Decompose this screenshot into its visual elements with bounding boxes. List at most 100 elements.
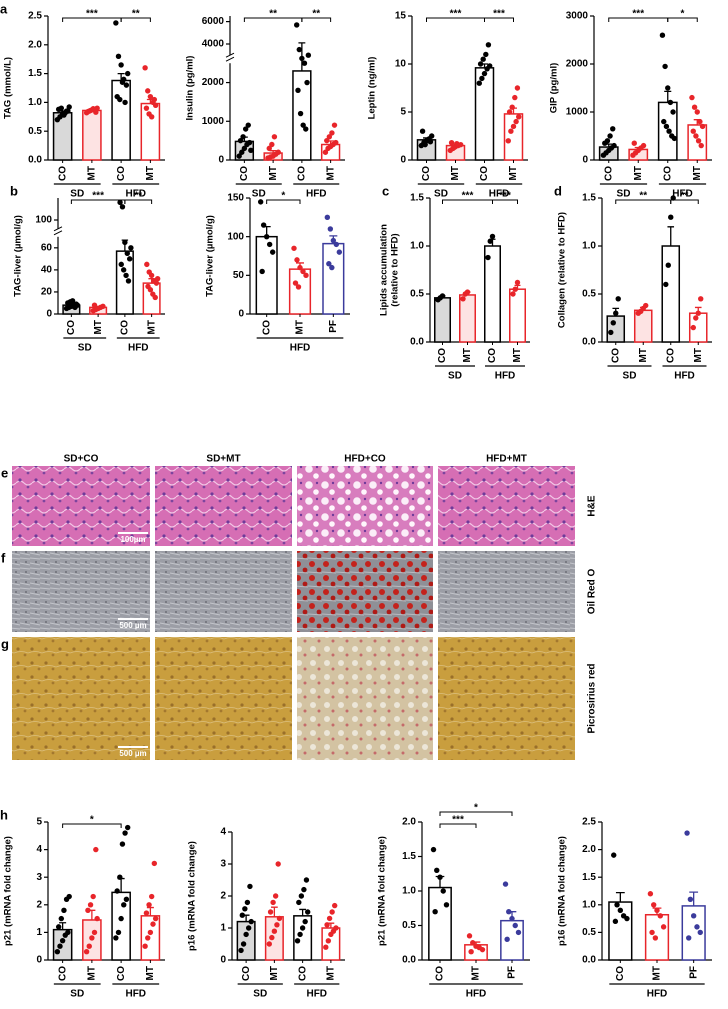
micrograph [438, 551, 575, 632]
data-point [515, 929, 522, 936]
y-tick-label: 0.0 [410, 337, 424, 348]
micrograph [155, 637, 292, 760]
error-bar [689, 891, 699, 906]
significance-label: *** [450, 9, 462, 20]
error-bar [667, 226, 675, 246]
data-point [667, 99, 674, 106]
data-point [297, 110, 304, 117]
data-point [329, 264, 335, 271]
y-tick-label: 5 [36, 817, 42, 828]
data-point [506, 109, 513, 115]
data-point [698, 296, 704, 302]
data-point [661, 118, 667, 125]
x-tick-label: CO [610, 348, 621, 363]
data-point [303, 877, 310, 883]
bar [459, 294, 476, 343]
data-point [322, 149, 329, 155]
x-tick-label: MT [325, 166, 336, 180]
significance-bracket [120, 17, 151, 22]
significance-label: ** [312, 9, 320, 20]
data-point [66, 104, 72, 110]
data-point [115, 929, 122, 936]
data-point [240, 134, 246, 140]
data-point [326, 915, 333, 922]
y-tick-label: 4 [36, 844, 42, 855]
panel-label: h [0, 807, 8, 822]
micrograph [155, 466, 292, 546]
x-tick-label: MT [512, 348, 523, 362]
data-point [298, 893, 305, 899]
group-label: SD [252, 189, 266, 200]
data-point [427, 139, 434, 145]
y-tick-label: 0 [582, 155, 588, 166]
data-point [509, 104, 515, 110]
x-tick-label: CO [487, 348, 498, 363]
data-point [698, 142, 704, 149]
data-point [662, 63, 668, 70]
data-point [152, 294, 158, 301]
bar [82, 109, 102, 161]
group-label: HFD [489, 189, 510, 200]
y-tick-label: 0.5 [402, 920, 416, 931]
data-point [487, 238, 493, 244]
panel-label: g [1, 636, 9, 651]
data-point [657, 913, 663, 919]
data-point [325, 938, 332, 944]
data-point [324, 214, 331, 221]
significance-label: *** [462, 191, 474, 202]
data-point [660, 924, 667, 930]
significance-label: * [90, 815, 94, 826]
stain-label: H&E [587, 495, 598, 516]
data-point [649, 929, 655, 936]
data-point [125, 70, 131, 77]
data-point [671, 135, 678, 142]
panel-label: c [382, 183, 389, 198]
data-point [299, 925, 306, 931]
data-point [145, 88, 151, 94]
data-point [57, 943, 63, 949]
y-axis-label: Leptin (ng/ml) [367, 57, 378, 120]
data-point [480, 56, 486, 62]
data-point [142, 943, 148, 949]
x-tick-label: CO [116, 166, 127, 181]
data-point [443, 902, 450, 908]
error-bar [270, 906, 278, 917]
y-tick-label: 2.5 [28, 11, 42, 22]
data-point [432, 909, 438, 915]
data-point [275, 861, 281, 867]
y-tick-label: 0.5 [28, 126, 42, 137]
data-point [239, 912, 246, 918]
error-bar [299, 908, 307, 916]
bar [428, 886, 452, 961]
y-tick-label: 2.0 [28, 39, 42, 50]
data-point [448, 140, 455, 146]
y-axis-label: p16 (mRNA fold change) [187, 841, 198, 951]
x-tick-label: CO [261, 320, 272, 335]
group-label: HFD [306, 189, 327, 200]
y-axis-label: p21 (mRNA fold change) [3, 836, 14, 946]
significance-bracket [266, 199, 301, 204]
micrograph [438, 637, 575, 760]
data-point [607, 133, 613, 139]
column-label: HFD+MT [486, 454, 527, 465]
significance-bracket [439, 811, 513, 816]
micrograph [155, 551, 292, 632]
data-point [113, 20, 119, 26]
group-label: HFD [125, 189, 146, 200]
y-tick-label: 3 [220, 859, 226, 870]
y-tick-label: 0.0 [402, 955, 416, 966]
data-point [302, 918, 308, 925]
scale-bar-label: 100µm [120, 535, 145, 544]
y-axis-label: Collagen (relative to HFD) [557, 212, 568, 328]
significance-bracket [439, 823, 477, 828]
data-point [330, 237, 337, 244]
significance-label: ** [639, 191, 647, 202]
data-point [422, 141, 428, 148]
data-point [119, 79, 126, 85]
significance-label: *** [86, 9, 98, 20]
y-tick-label: 0 [400, 155, 406, 166]
y-tick-label: 2000 [202, 77, 225, 88]
data-point [695, 310, 701, 316]
data-point [118, 915, 124, 922]
